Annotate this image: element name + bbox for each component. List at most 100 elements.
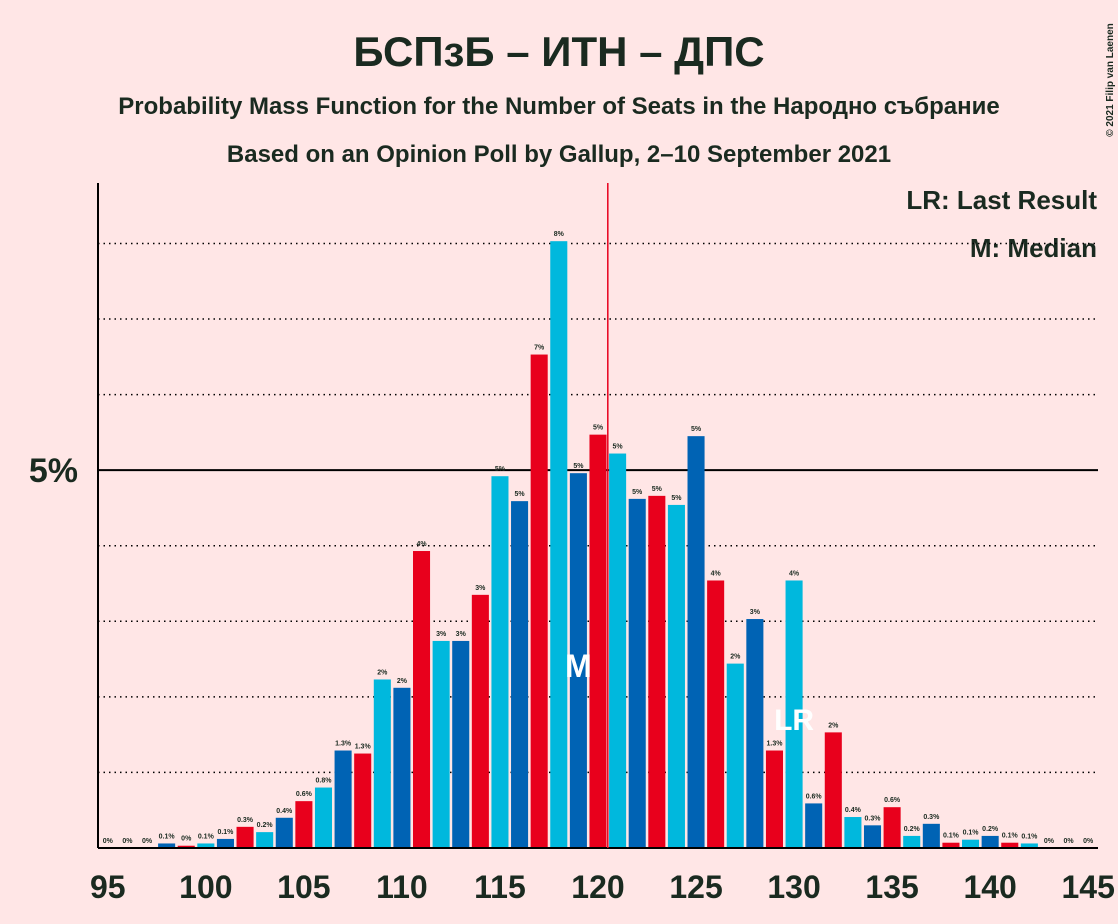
data-label: 0% (103, 838, 114, 845)
x-tick-label: 130 (767, 869, 820, 905)
data-label: 5% (613, 444, 624, 451)
bar (883, 807, 901, 848)
data-label: 0% (122, 838, 133, 845)
chart-subtitle: Based on an Opinion Poll by Gallup, 2–10… (227, 141, 891, 168)
data-label: 8% (554, 231, 565, 238)
bar (314, 787, 333, 848)
x-tick-label: 140 (963, 869, 1016, 905)
data-label: 0.8% (316, 778, 333, 785)
data-label: 0.6% (296, 791, 313, 798)
data-label: 0.2% (257, 822, 274, 829)
data-label: 1.3% (335, 741, 352, 748)
data-label: 7% (534, 345, 545, 352)
data-label: 0% (1044, 838, 1055, 845)
legend-entry: M: Median (970, 233, 1097, 263)
bar (354, 753, 372, 848)
chart-title: БСПзБ – ИТН – ДПС (353, 28, 764, 75)
data-label: 0% (1064, 838, 1075, 845)
bar (687, 436, 705, 848)
bar (511, 501, 529, 848)
data-label: 0.1% (1002, 833, 1019, 840)
data-label: 0% (142, 838, 153, 845)
bar (256, 832, 274, 848)
data-label: 4% (789, 570, 800, 577)
last-result-marker: LR (774, 704, 814, 737)
bar (177, 845, 195, 848)
bar (942, 842, 960, 848)
bar (726, 663, 744, 848)
legend-entry: LR: Last Result (906, 185, 1097, 215)
bar (1001, 842, 1019, 848)
bar (158, 843, 176, 848)
bar (373, 679, 391, 848)
data-label: 0.1% (963, 830, 980, 837)
bar (981, 835, 999, 848)
x-tick-label: 125 (669, 869, 722, 905)
bar (413, 551, 431, 848)
x-tick-label: 115 (474, 869, 526, 905)
data-label: 1.3% (355, 744, 372, 751)
data-label: 3% (436, 631, 447, 638)
data-label: 0% (181, 836, 192, 843)
bar (922, 823, 940, 848)
bar (530, 354, 548, 848)
bar (609, 453, 627, 848)
data-label: 0.2% (982, 826, 999, 833)
x-tick-label: 95 (90, 869, 126, 905)
x-tick-label: 105 (277, 869, 330, 905)
data-label: 5% (573, 463, 584, 470)
bar (746, 619, 764, 848)
data-label: 3% (750, 609, 761, 616)
data-label: 0.4% (276, 808, 293, 815)
chart-subtitle: Probability Mass Function for the Number… (118, 93, 999, 120)
data-label: 0.4% (845, 807, 862, 814)
data-label: 0.3% (237, 817, 254, 824)
bar (295, 801, 313, 848)
bar (667, 504, 685, 848)
data-label: 4% (416, 541, 427, 548)
data-label: 0% (1083, 838, 1094, 845)
data-label: 1.3% (766, 741, 783, 748)
data-label: 3% (456, 631, 467, 638)
x-tick-label: 120 (571, 869, 624, 905)
bar (197, 843, 215, 848)
bar (471, 594, 489, 848)
data-label: 2% (397, 678, 408, 685)
bar (452, 640, 470, 848)
data-label: 0.1% (943, 833, 960, 840)
x-tick-label: 110 (376, 869, 428, 905)
bar (589, 434, 607, 848)
bar (648, 495, 666, 848)
data-label: 0.1% (1021, 833, 1038, 840)
data-label: 5% (495, 466, 506, 473)
x-tick-label: 100 (179, 869, 232, 905)
bar (216, 838, 234, 848)
data-label: 0.3% (923, 814, 940, 821)
bar (824, 732, 842, 848)
bar (1020, 843, 1038, 848)
data-label: 5% (691, 426, 702, 433)
bar (491, 476, 509, 848)
data-label: 0.1% (198, 833, 215, 840)
bar (569, 473, 587, 848)
bar (844, 817, 862, 848)
data-label: 3% (475, 585, 486, 592)
x-tick-label: 145 (1062, 869, 1115, 905)
bar (903, 835, 921, 848)
data-label: 5% (515, 491, 526, 498)
bar (628, 498, 646, 848)
y-tick-label: 5% (29, 452, 78, 490)
data-label: 0.6% (884, 797, 901, 804)
bar (863, 825, 882, 848)
x-tick-label: 135 (865, 869, 918, 905)
data-label: 0.2% (904, 826, 921, 833)
bar (707, 580, 725, 848)
data-label: 5% (632, 489, 643, 496)
data-label: 5% (671, 495, 682, 502)
bar (805, 803, 823, 848)
data-label: 0.1% (217, 829, 234, 836)
data-label: 5% (652, 486, 663, 493)
data-label: 0.1% (159, 833, 176, 840)
bar (432, 640, 450, 848)
